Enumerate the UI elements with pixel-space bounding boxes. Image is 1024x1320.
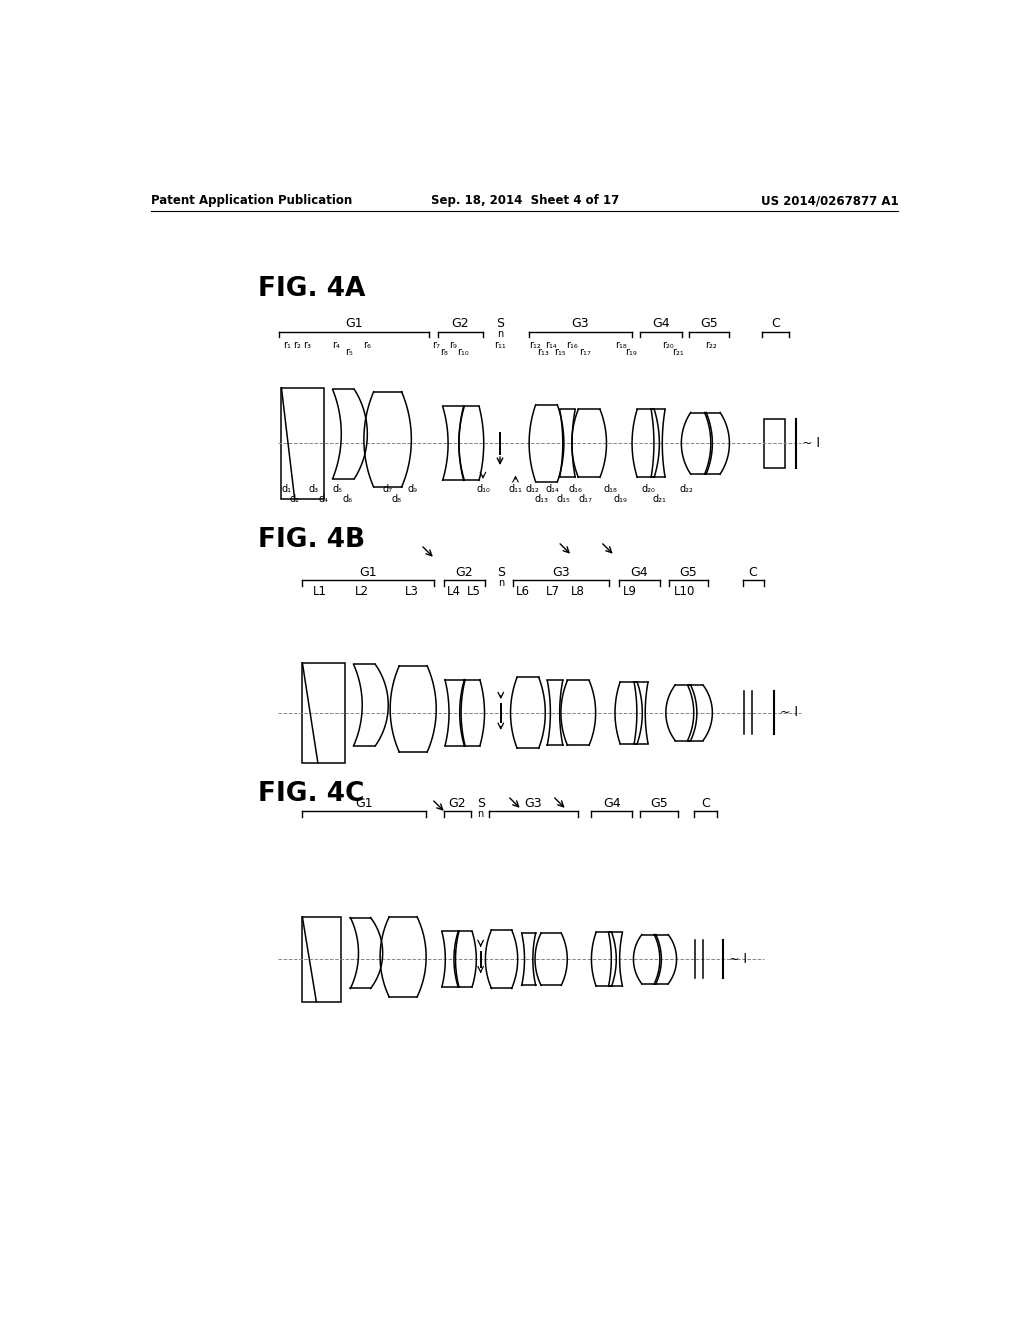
Text: r₃: r₃ (303, 339, 311, 350)
Text: r₁₇: r₁₇ (580, 347, 591, 358)
Text: S: S (497, 566, 505, 579)
Text: L7: L7 (546, 585, 560, 598)
Text: d₇: d₇ (383, 484, 392, 495)
Bar (302, 917, 341, 1002)
Text: d₁₄: d₁₄ (546, 484, 560, 495)
Bar (764, 418, 785, 469)
Text: G5: G5 (700, 317, 718, 330)
Text: S: S (496, 317, 504, 330)
Text: r₉: r₉ (450, 339, 458, 350)
Text: r₂₀: r₂₀ (663, 339, 674, 350)
Text: G5: G5 (680, 566, 697, 579)
Text: r₆: r₆ (362, 339, 371, 350)
Text: d₁₀: d₁₀ (476, 484, 489, 495)
Text: G2: G2 (452, 317, 469, 330)
Text: L8: L8 (570, 585, 585, 598)
Text: L6: L6 (516, 585, 530, 598)
Text: r₁₆: r₁₆ (566, 339, 578, 350)
Text: FIG. 4B: FIG. 4B (258, 527, 366, 553)
Text: d₁₉: d₁₉ (614, 494, 628, 504)
Text: d₆: d₆ (342, 494, 352, 504)
Text: L9: L9 (624, 585, 637, 598)
Text: G1: G1 (359, 566, 377, 579)
Text: L2: L2 (355, 585, 369, 598)
Text: d₁₆: d₁₆ (568, 484, 582, 495)
Text: G3: G3 (552, 566, 569, 579)
Text: C: C (749, 566, 758, 579)
Text: Sep. 18, 2014  Sheet 4 of 17: Sep. 18, 2014 Sheet 4 of 17 (431, 194, 618, 207)
Text: C: C (771, 317, 780, 330)
Text: r₁₁: r₁₁ (495, 339, 506, 350)
Text: G2: G2 (449, 797, 466, 810)
Text: r₁₂: r₁₂ (529, 339, 541, 350)
Text: r₂₁: r₂₁ (673, 347, 684, 358)
Text: n: n (497, 329, 503, 339)
Text: r₂₂: r₂₂ (705, 339, 717, 350)
Text: r₁₉: r₁₉ (625, 347, 637, 358)
Text: d₁₁: d₁₁ (509, 484, 522, 495)
Text: d₂₁: d₂₁ (652, 494, 667, 504)
Text: d₁₃: d₁₃ (535, 494, 549, 504)
Text: r₁₄: r₁₄ (545, 339, 557, 350)
Text: d₁: d₁ (282, 484, 292, 495)
Text: r₈: r₈ (440, 347, 449, 358)
Text: r₁₅: r₁₅ (554, 347, 565, 358)
Text: d₂₀: d₂₀ (642, 484, 655, 495)
Bar (282, 388, 324, 499)
Text: d₂: d₂ (290, 494, 300, 504)
Text: d₃: d₃ (309, 484, 319, 495)
Text: ~ l: ~ l (779, 706, 798, 719)
Text: d₉: d₉ (408, 484, 418, 495)
Text: L4: L4 (446, 585, 461, 598)
Text: d₈: d₈ (392, 494, 402, 504)
Text: G4: G4 (603, 797, 621, 810)
Text: G2: G2 (456, 566, 473, 579)
Text: C: C (701, 797, 710, 810)
Text: G4: G4 (631, 566, 648, 579)
Text: n: n (498, 578, 504, 587)
Text: G4: G4 (652, 317, 670, 330)
Text: ~ l: ~ l (802, 437, 820, 450)
Text: r₁: r₁ (283, 339, 291, 350)
Text: G3: G3 (524, 797, 542, 810)
Text: G5: G5 (650, 797, 668, 810)
Text: L5: L5 (467, 585, 480, 598)
Text: d₁₈: d₁₈ (603, 484, 617, 495)
Bar (302, 663, 345, 763)
Text: r₁₈: r₁₈ (615, 339, 627, 350)
Text: d₁₅: d₁₅ (557, 494, 570, 504)
Text: L3: L3 (404, 585, 419, 598)
Text: S: S (476, 797, 484, 810)
Text: G1: G1 (355, 797, 373, 810)
Text: n: n (477, 809, 483, 818)
Text: Patent Application Publication: Patent Application Publication (152, 194, 352, 207)
Text: ~ l: ~ l (729, 953, 748, 966)
Text: d₁₂: d₁₂ (525, 484, 540, 495)
Text: r₅: r₅ (345, 347, 352, 358)
Text: G3: G3 (571, 317, 589, 330)
Text: FIG. 4A: FIG. 4A (258, 276, 366, 302)
Text: r₁₃: r₁₃ (537, 347, 549, 358)
Text: r₂: r₂ (293, 339, 301, 350)
Text: L10: L10 (674, 585, 695, 598)
Text: d₂₂: d₂₂ (679, 484, 693, 495)
Text: r₇: r₇ (432, 339, 440, 350)
Text: FIG. 4C: FIG. 4C (258, 780, 365, 807)
Text: US 2014/0267877 A1: US 2014/0267877 A1 (761, 194, 898, 207)
Text: d₅: d₅ (333, 484, 342, 495)
Text: d₁₇: d₁₇ (579, 494, 592, 504)
Text: r₁₀: r₁₀ (457, 347, 469, 358)
Text: L1: L1 (312, 585, 327, 598)
Text: d₄: d₄ (318, 494, 329, 504)
Text: r₄: r₄ (332, 339, 340, 350)
Text: G1: G1 (345, 317, 362, 330)
